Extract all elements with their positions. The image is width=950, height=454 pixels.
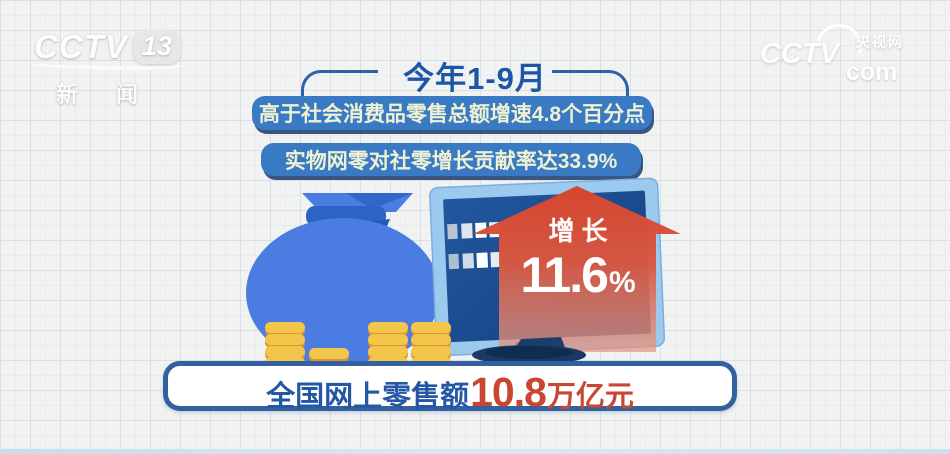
stat-pill-contribution: 实物网零对社零增长贡献率达33.9%	[261, 143, 641, 176]
growth-value: 11.6%	[488, 250, 668, 300]
page-title: 今年1-9月	[403, 61, 547, 96]
bracket-right-decoration	[552, 70, 629, 96]
cctv13-logo-row: CCTV 13	[34, 28, 224, 66]
cctvcom-cctv-text: CCTV	[760, 38, 839, 70]
cctv13-news-label: 新闻	[56, 82, 177, 107]
banner-unit-text: 万亿元	[546, 381, 634, 413]
channel-13-badge: 13	[132, 30, 181, 64]
bottom-edge-strip	[0, 449, 950, 454]
stat-pill-retail-gap: 高于社会消费品零售总额增速4.8个百分点	[252, 96, 652, 130]
growth-label: 增长	[548, 216, 615, 246]
total-retail-banner: 全国网上零售额 10.8 万亿元	[163, 361, 737, 415]
bracket-left-decoration	[301, 70, 378, 96]
cctv13-logo-text: CCTV	[34, 28, 128, 65]
cctvcom-cn-text: 央视网	[856, 34, 904, 50]
banner-prefix-text: 全国网上零售额	[266, 381, 470, 413]
money-bag	[246, 193, 440, 368]
percent-sign: %	[608, 266, 636, 299]
logo-underline-swoosh	[28, 60, 186, 70]
cctvcom-com-text: com	[846, 58, 898, 86]
cctvcom-watermark: CCTV 央视网 com	[758, 15, 938, 92]
growth-percent-number: 11.6	[520, 247, 609, 303]
banner-value-number: 10.8	[470, 369, 547, 415]
cctv13-logo: CCTV 13 新闻	[28, 28, 224, 109]
